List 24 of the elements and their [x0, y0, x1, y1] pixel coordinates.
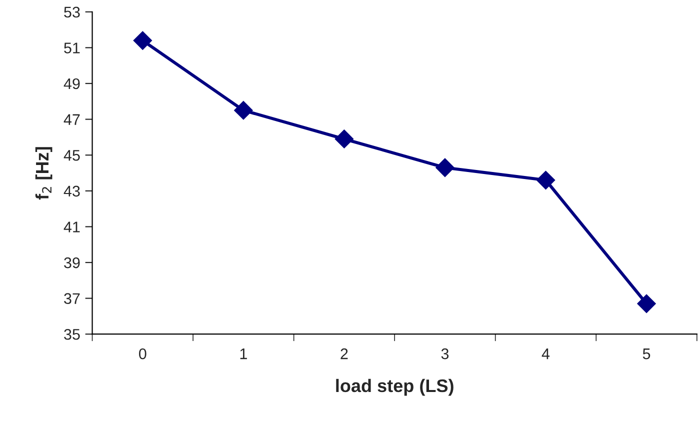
point	[133, 31, 152, 50]
x-tick-label: 4	[542, 348, 550, 360]
x-tick-label: 5	[642, 348, 650, 360]
point	[536, 170, 556, 190]
y-axis-title: f$_{2}$ [Hz]	[35, 147, 52, 200]
x-tick-label: 1	[240, 348, 247, 360]
y-tick-label: 37	[64, 293, 80, 304]
y-tick-label: 49	[64, 78, 80, 90]
y-tick-label: 35	[64, 328, 80, 340]
y-tick-label: 47	[64, 114, 80, 125]
point	[637, 294, 656, 314]
y-tick-label: 41	[64, 222, 80, 232]
y-tick-label: 53	[64, 6, 80, 18]
x-tick-label: 2	[340, 348, 348, 360]
point	[436, 158, 454, 177]
x-tick-label: 0	[139, 348, 146, 360]
point	[234, 100, 253, 120]
y-tick-label: 39	[64, 257, 80, 268]
y-tick-label: 45	[64, 150, 80, 161]
x-tick-label: 3	[441, 348, 449, 360]
point	[334, 130, 354, 148]
x-axis-title: load step (LS)	[336, 378, 454, 396]
y-tick-label: 51	[64, 42, 80, 54]
y-tick-label: 43	[64, 186, 80, 197]
